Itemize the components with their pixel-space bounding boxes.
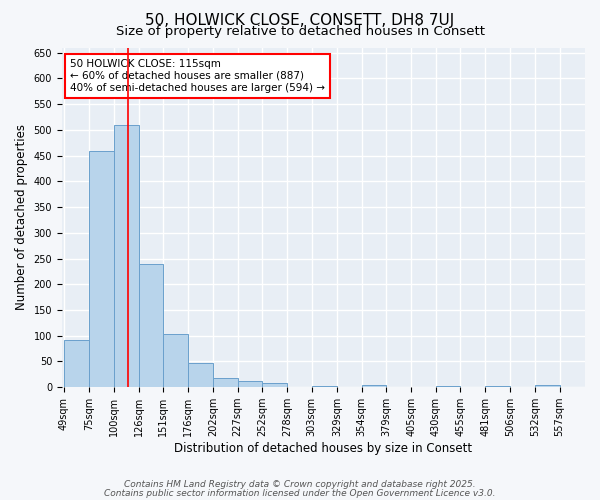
Text: 50 HOLWICK CLOSE: 115sqm
← 60% of detached houses are smaller (887)
40% of semi-: 50 HOLWICK CLOSE: 115sqm ← 60% of detach… bbox=[70, 60, 325, 92]
Bar bbox=[312, 386, 337, 387]
Bar bbox=[362, 385, 386, 387]
Bar bbox=[113, 125, 139, 387]
Bar bbox=[213, 378, 238, 387]
X-axis label: Distribution of detached houses by size in Consett: Distribution of detached houses by size … bbox=[175, 442, 473, 455]
Bar bbox=[89, 152, 113, 387]
Bar bbox=[436, 386, 460, 387]
Text: Contains public sector information licensed under the Open Government Licence v3: Contains public sector information licen… bbox=[104, 488, 496, 498]
Bar bbox=[188, 363, 213, 387]
Y-axis label: Number of detached properties: Number of detached properties bbox=[15, 124, 28, 310]
Bar bbox=[238, 380, 262, 387]
Bar bbox=[262, 383, 287, 387]
Bar bbox=[139, 264, 163, 387]
Bar bbox=[64, 340, 89, 387]
Text: 50, HOLWICK CLOSE, CONSETT, DH8 7UJ: 50, HOLWICK CLOSE, CONSETT, DH8 7UJ bbox=[145, 12, 455, 28]
Bar bbox=[485, 386, 510, 387]
Text: Size of property relative to detached houses in Consett: Size of property relative to detached ho… bbox=[115, 25, 485, 38]
Bar bbox=[535, 385, 560, 387]
Text: Contains HM Land Registry data © Crown copyright and database right 2025.: Contains HM Land Registry data © Crown c… bbox=[124, 480, 476, 489]
Bar bbox=[163, 334, 188, 387]
